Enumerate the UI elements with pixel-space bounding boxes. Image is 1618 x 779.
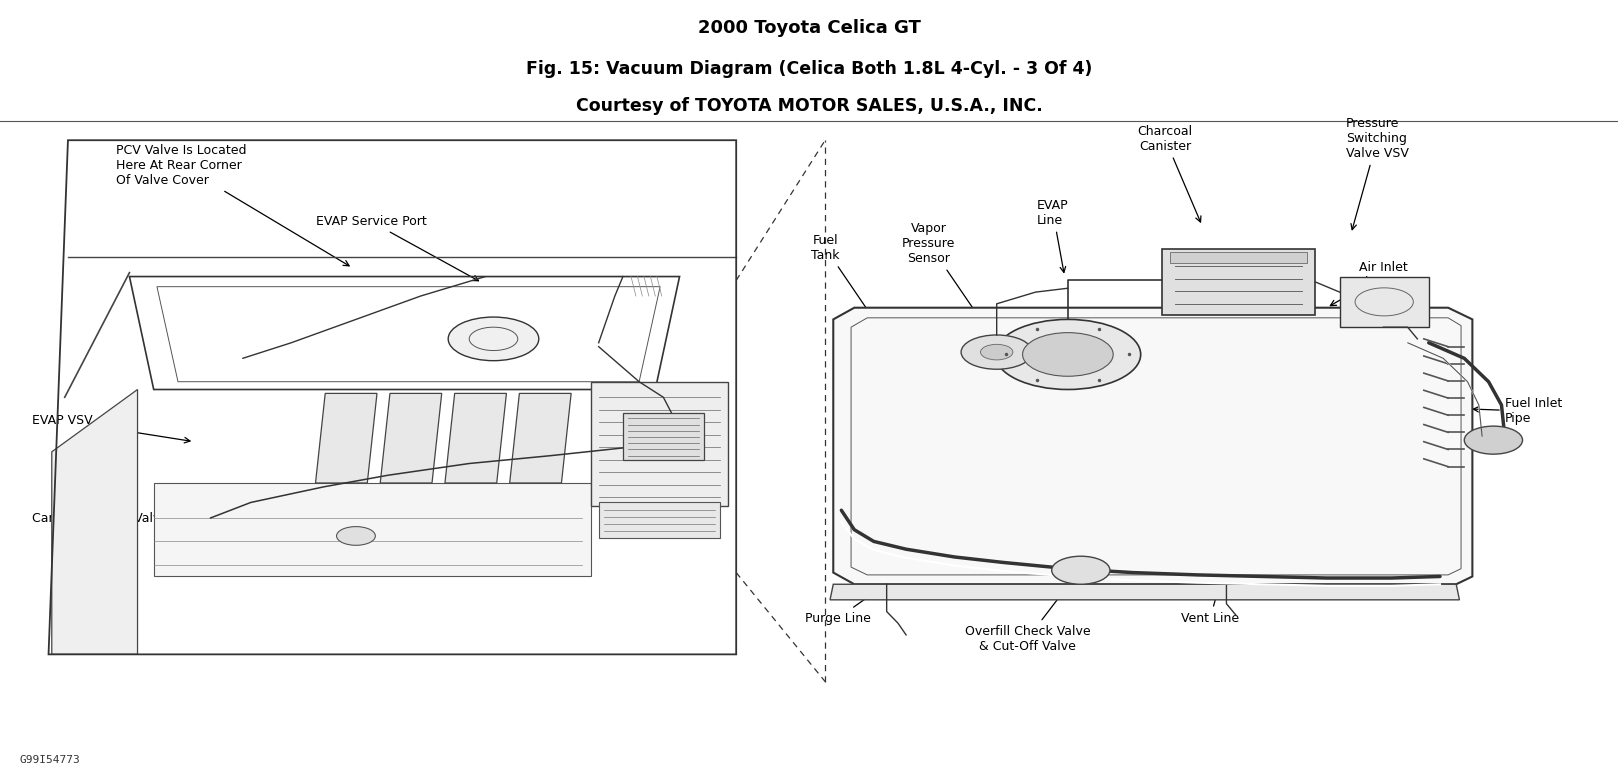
Text: 2000 Toyota Celica GT: 2000 Toyota Celica GT <box>697 19 921 37</box>
Polygon shape <box>510 393 571 483</box>
Circle shape <box>1464 426 1523 454</box>
Circle shape <box>1052 556 1110 584</box>
Polygon shape <box>830 584 1459 600</box>
Text: Air Inlet
Line: Air Inlet Line <box>1330 261 1408 305</box>
Text: EVAP Service Port: EVAP Service Port <box>316 215 479 280</box>
Text: Overfill Check Valve
& Cut-Off Valve: Overfill Check Valve & Cut-Off Valve <box>964 589 1091 653</box>
Polygon shape <box>1340 277 1429 327</box>
Polygon shape <box>380 393 442 483</box>
Polygon shape <box>1162 249 1315 315</box>
Polygon shape <box>154 483 591 576</box>
Text: G99I54773: G99I54773 <box>19 755 81 765</box>
Polygon shape <box>623 413 704 460</box>
Circle shape <box>448 317 539 361</box>
Circle shape <box>1023 333 1113 376</box>
Text: Fuel Inlet
Pipe: Fuel Inlet Pipe <box>1474 397 1561 425</box>
Text: PCV Valve Is Located
Here At Rear Corner
Of Valve Cover: PCV Valve Is Located Here At Rear Corner… <box>116 144 349 266</box>
Text: Vapor
Pressure
Sensor: Vapor Pressure Sensor <box>903 222 987 328</box>
Polygon shape <box>591 382 728 506</box>
Polygon shape <box>445 393 506 483</box>
Polygon shape <box>24 140 760 682</box>
Polygon shape <box>52 390 138 654</box>
Text: Canister Closed Valve VSV: Canister Closed Valve VSV <box>32 512 303 525</box>
Text: Fuel
Tank: Fuel Tank <box>811 234 885 335</box>
Text: Vent Line: Vent Line <box>1181 587 1239 625</box>
Text: Courtesy of TOYOTA MOTOR SALES, U.S.A., INC.: Courtesy of TOYOTA MOTOR SALES, U.S.A., … <box>576 97 1042 115</box>
Text: Fig. 15: Vacuum Diagram (Celica Both 1.8L 4-Cyl. - 3 Of 4): Fig. 15: Vacuum Diagram (Celica Both 1.8… <box>526 60 1092 78</box>
Circle shape <box>981 344 1013 360</box>
Circle shape <box>961 335 1032 369</box>
Polygon shape <box>599 502 720 538</box>
Circle shape <box>995 319 1141 390</box>
Text: Pressure
Switching
Valve VSV: Pressure Switching Valve VSV <box>1346 117 1409 230</box>
Polygon shape <box>1170 252 1307 263</box>
Polygon shape <box>316 393 377 483</box>
Text: Charcoal
Canister: Charcoal Canister <box>1137 125 1201 222</box>
Circle shape <box>337 527 375 545</box>
Polygon shape <box>833 308 1472 584</box>
Text: EVAP VSV: EVAP VSV <box>32 414 189 443</box>
Text: Purge Line: Purge Line <box>806 585 885 625</box>
Text: EVAP
Line: EVAP Line <box>1037 199 1069 273</box>
